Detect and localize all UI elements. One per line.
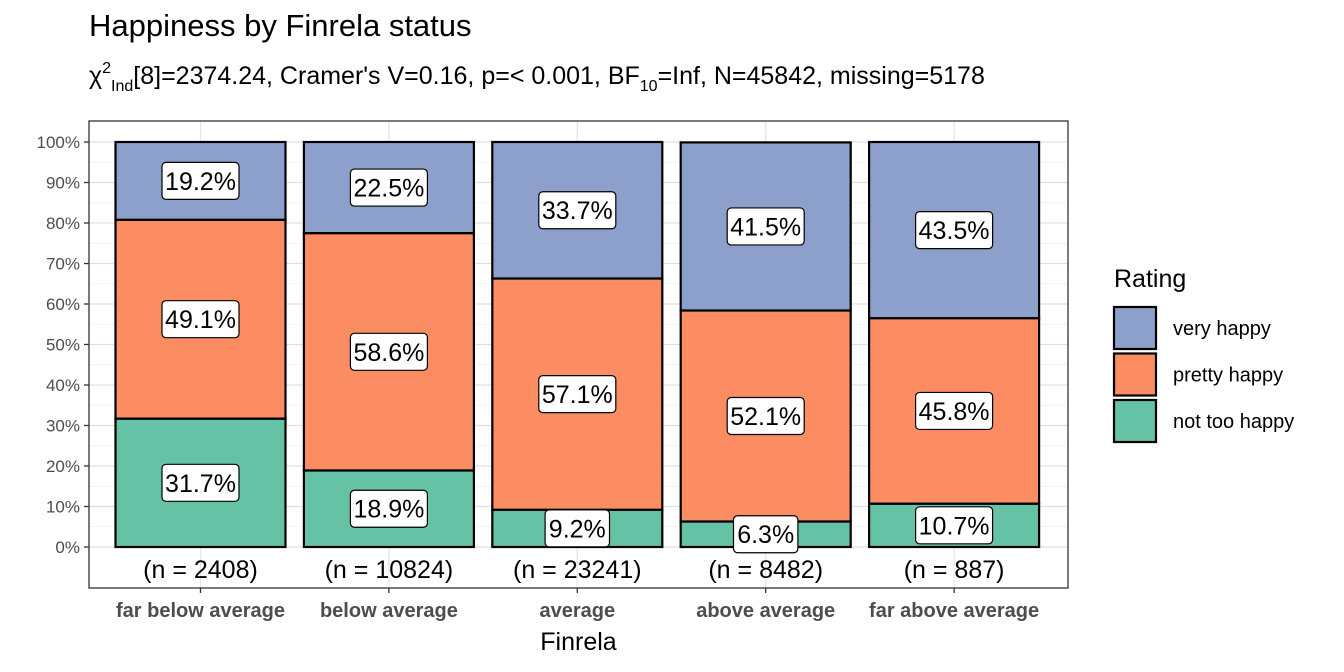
data-label: 45.8% [919,398,990,426]
data-label-box [914,391,994,431]
legend-title: Rating [1114,265,1186,293]
data-label: 33.7% [542,197,613,225]
legend-label: pretty happy [1173,365,1283,387]
count-label: (n = 2408) [143,556,258,584]
data-label-box [161,161,240,200]
y-tick-label: 80% [46,214,80,233]
y-tick-label: 60% [46,295,80,314]
y-tick-label: 40% [46,376,80,395]
data-label: 43.5% [919,217,990,245]
y-tick-label: 70% [46,255,80,274]
count-label: (n = 8482) [708,556,823,584]
data-label-box [544,509,611,548]
data-label: 41.5% [730,213,801,241]
y-tick-label: 10% [46,498,80,517]
data-label-box [349,489,428,528]
data-label: 6.3% [737,521,794,549]
count-label: (n = 887) [904,556,1005,584]
count-label: (n = 23241) [513,556,642,584]
data-label-box [726,396,805,436]
chart-subtitle: χ2Ind[8]=2374.24, Cramer's V=0.16, p=< 0… [89,60,985,95]
x-tick-label: average [539,600,615,622]
legend-swatch [1112,305,1158,351]
x-axis-title: Finrela [540,628,617,656]
x-tick-label: below average [320,600,458,622]
y-tick-label: 90% [46,174,80,193]
y-tick-label: 0% [55,538,80,557]
bar-segment [679,141,852,312]
subtitle-chi-symbol: χ [89,62,103,90]
data-label: 22.5% [353,175,424,203]
y-tick-label: 20% [46,457,80,476]
data-label-box [538,191,617,230]
x-tick-label: far above average [869,600,1039,622]
data-label-box [914,210,994,250]
data-label: 57.1% [542,381,613,409]
x-tick-label: far below average [116,600,285,622]
legend-swatch [1112,352,1158,397]
data-label: 19.2% [165,168,236,196]
y-tick-label: 50% [46,336,80,355]
subtitle-bf-subscript: 10 [639,78,658,95]
data-label: 31.7% [165,470,236,498]
count-label: (n = 10824) [325,556,454,584]
subtitle-stats-text: [8]=2374.24, Cramer's V=0.16, p=< 0.001,… [133,62,640,90]
plot-panel-border [88,120,1069,589]
data-label-box [349,332,428,371]
y-tick-label: 30% [46,417,80,436]
data-label-box [914,506,994,545]
data-label-box [161,463,240,502]
legend-swatch [1112,398,1158,444]
data-label-box [161,300,240,339]
y-tick-label: 100% [37,133,80,152]
data-label: 58.6% [353,339,424,367]
data-label-box [732,515,799,554]
data-label: 18.9% [353,496,424,524]
chart-title: Happiness by Finrela status [89,8,472,43]
data-label: 52.1% [730,403,801,431]
data-label-box [726,207,805,246]
subtitle-chi-superscript: 2 [102,60,112,77]
legend-label: very happy [1173,318,1271,340]
data-label-box [538,375,617,414]
x-tick-label: above average [696,600,835,622]
subtitle-chi-subscript: Ind [111,78,134,95]
data-label: 10.7% [919,512,990,540]
data-label-box [349,168,428,207]
legend-label: not too happy [1173,411,1294,433]
data-label: 49.1% [165,306,236,334]
data-label: 9.2% [549,515,606,543]
subtitle-stats-text-2: =Inf, N=45842, missing=5178 [657,62,985,90]
